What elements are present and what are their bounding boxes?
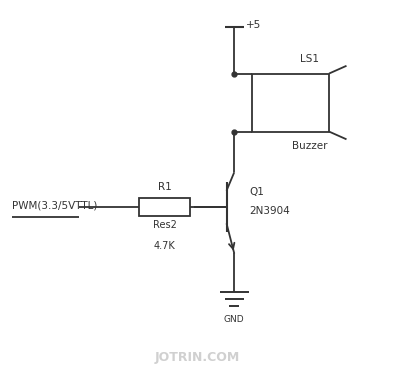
Text: 4.7K: 4.7K bbox=[154, 241, 175, 252]
Bar bbox=[252, 74, 329, 132]
Text: Res2: Res2 bbox=[153, 220, 177, 230]
Text: Q1: Q1 bbox=[250, 187, 265, 197]
Text: JOTRIN.COM: JOTRIN.COM bbox=[155, 351, 240, 365]
Text: LS1: LS1 bbox=[300, 54, 319, 64]
Text: +5: +5 bbox=[246, 20, 261, 30]
Text: R1: R1 bbox=[158, 182, 171, 192]
Bar bbox=[139, 198, 190, 216]
Text: 2N3904: 2N3904 bbox=[250, 206, 290, 216]
Text: GND: GND bbox=[224, 315, 245, 324]
Text: Buzzer: Buzzer bbox=[292, 141, 327, 151]
Text: PWM(3.3/5VTTL): PWM(3.3/5VTTL) bbox=[12, 200, 97, 210]
